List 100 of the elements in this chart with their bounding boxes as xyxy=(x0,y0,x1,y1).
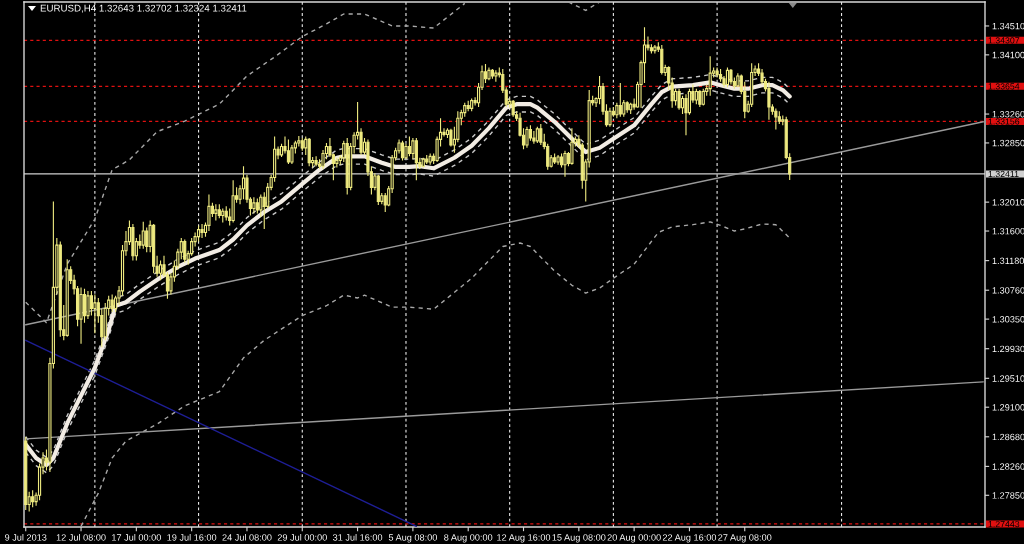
y-tick-label: 1.31600 xyxy=(992,227,1024,235)
candlestick xyxy=(214,203,218,222)
y-tick-label: 1.34510 xyxy=(992,22,1024,30)
candlestick xyxy=(217,203,221,219)
candlestick xyxy=(196,224,201,243)
x-tick-label: 20 Aug 00:00 xyxy=(607,534,661,543)
candlestick xyxy=(376,174,380,206)
ref-line-label: 1.32411 xyxy=(988,170,1019,178)
candlestick xyxy=(708,55,712,97)
candlestick xyxy=(183,238,187,264)
candlestick xyxy=(525,126,529,149)
candlestick xyxy=(86,290,90,320)
candlestick xyxy=(428,152,432,166)
line-series xyxy=(80,221,791,527)
x-tick-label: 8 Aug 00:00 xyxy=(444,534,493,543)
candlestick xyxy=(252,196,256,214)
x-tick-label: 27 Aug 08:00 xyxy=(718,534,772,543)
candlestick xyxy=(307,137,311,167)
candlestick xyxy=(241,165,246,200)
x-tick-label: 31 Jul 16:00 xyxy=(332,533,383,541)
x-tick-label: 12 Aug 16:00 xyxy=(497,534,551,543)
ref-line-label: 1.27443 xyxy=(988,520,1020,528)
candlestick xyxy=(698,89,702,108)
candlestick xyxy=(421,157,425,169)
candlestick xyxy=(224,205,228,222)
x-tick-label: 15 Aug 08:00 xyxy=(552,534,606,543)
candlestick xyxy=(407,136,412,157)
candlestick xyxy=(314,155,318,167)
candlestick xyxy=(535,126,539,144)
candlestick xyxy=(563,150,567,178)
candlestick xyxy=(725,66,730,88)
y-tick-label: 1.29510 xyxy=(992,375,1024,382)
candlestick xyxy=(653,44,657,54)
line-series xyxy=(25,2,466,324)
x-tick-label: 19 Jul 16:00 xyxy=(167,533,217,541)
y-tick-label: 1.31180 xyxy=(992,257,1024,265)
y-tick-label: 1.33260 xyxy=(992,110,1024,118)
candlestick xyxy=(490,68,494,80)
x-tick-label: 17 Jul 00:00 xyxy=(112,533,161,541)
candlestick xyxy=(767,81,771,121)
ref-line-label: 1.33156 xyxy=(988,118,1020,125)
x-tick-label: 9 Jul 2013 xyxy=(5,533,47,541)
candlestick xyxy=(24,436,28,511)
candlestick xyxy=(556,154,560,166)
candlestick xyxy=(629,102,633,115)
x-tick-label: 22 Aug 16:00 xyxy=(662,534,717,543)
candlestick xyxy=(694,88,698,105)
y-tick-label: 1.29930 xyxy=(992,345,1024,353)
candlestick xyxy=(774,107,778,131)
candlestick xyxy=(494,69,498,83)
candlestick xyxy=(31,489,35,508)
candlestick xyxy=(300,137,304,152)
candlestick xyxy=(110,293,114,313)
candlestick xyxy=(553,152,557,165)
candlestick xyxy=(286,138,291,165)
candlestick xyxy=(511,99,515,118)
candlestick xyxy=(231,179,235,224)
y-tick-label: 1.32010 xyxy=(992,199,1024,206)
candlestick xyxy=(65,258,69,338)
candlestick xyxy=(684,93,688,136)
y-tick-label: 1.28680 xyxy=(992,433,1024,441)
candlestick xyxy=(701,88,705,107)
candlestick xyxy=(660,44,664,76)
candlestick xyxy=(715,66,719,78)
candlestick xyxy=(400,140,405,162)
x-tick-label: 29 Jul 00:00 xyxy=(277,533,327,541)
candlestick xyxy=(141,221,145,250)
candlestick xyxy=(93,293,97,334)
y-tick-label: 1.34100 xyxy=(992,51,1024,59)
candlestick xyxy=(414,137,418,181)
candlestick xyxy=(608,107,612,128)
y-tick-label: 1.30760 xyxy=(992,287,1024,294)
candlestick xyxy=(618,82,622,118)
candlestick xyxy=(79,286,83,345)
candlestick xyxy=(718,68,723,83)
chart-title: EURUSD,H4 1.32643 1.32702 1.32324 1.32411 xyxy=(40,4,247,13)
candlestick xyxy=(487,66,491,81)
candlestick xyxy=(221,207,225,224)
y-tick-label: 1.29100 xyxy=(992,404,1024,411)
candlestick xyxy=(152,223,156,274)
candlestick xyxy=(677,88,681,111)
candlestick xyxy=(158,260,163,281)
candlestick xyxy=(729,68,733,86)
candlestick xyxy=(425,154,429,165)
y-tick-label: 1.30350 xyxy=(992,316,1024,323)
candlestick xyxy=(345,137,349,195)
y-tick-label: 1.32850 xyxy=(992,139,1024,147)
x-tick-label: 24 Jul 08:00 xyxy=(222,533,272,541)
candlestick xyxy=(570,127,574,166)
x-tick-label: 12 Jul 08:00 xyxy=(56,533,106,541)
ref-line-label: 1.34307 xyxy=(988,37,1020,44)
candlestick xyxy=(131,223,135,262)
candlestick xyxy=(625,100,629,114)
candlestick xyxy=(200,223,204,239)
ref-line-label: 1.33654 xyxy=(988,83,1020,90)
y-tick-label: 1.27850 xyxy=(992,492,1024,499)
candlestick xyxy=(539,123,543,146)
y-tick-label: 1.28260 xyxy=(992,463,1024,470)
candlestick xyxy=(58,241,62,338)
candlestick xyxy=(255,198,259,214)
